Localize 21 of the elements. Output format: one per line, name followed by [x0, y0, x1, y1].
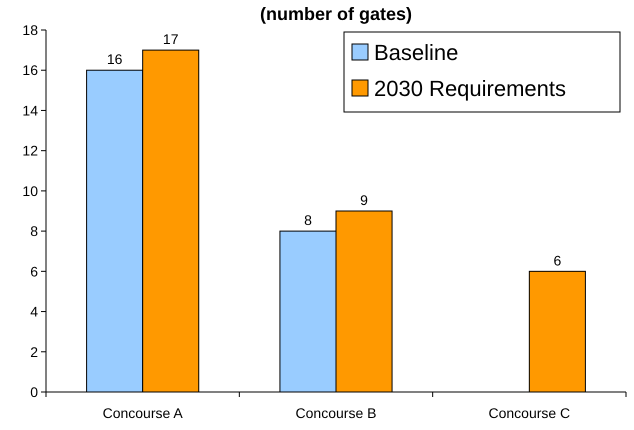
x-tick-label: Concourse B [296, 405, 376, 421]
chart-title: (number of gates) [260, 4, 412, 24]
y-tick-label: 14 [22, 102, 38, 118]
data-label: 16 [106, 51, 123, 68]
y-tick-label: 10 [22, 182, 38, 199]
y-tick-label: 16 [22, 62, 38, 78]
y-tick-label: 8 [30, 223, 38, 240]
legend-label: 2030 Requirements [374, 76, 566, 101]
data-label: 6 [553, 252, 562, 268]
y-tick-label: 18 [22, 22, 38, 38]
data-label: 17 [162, 31, 179, 48]
y-tick-label: 4 [30, 304, 38, 320]
x-tick-label: Concourse A [102, 405, 184, 421]
legend-label: Baseline [374, 40, 458, 65]
y-tick-label: 6 [30, 263, 38, 280]
y-tick-label: 2 [30, 344, 38, 360]
data-label: 8 [304, 212, 312, 228]
x-tick-label: Concourse C [488, 405, 570, 421]
y-tick-label: 0 [30, 384, 38, 400]
data-label: 9 [360, 192, 368, 208]
y-tick-label: 12 [22, 142, 38, 159]
